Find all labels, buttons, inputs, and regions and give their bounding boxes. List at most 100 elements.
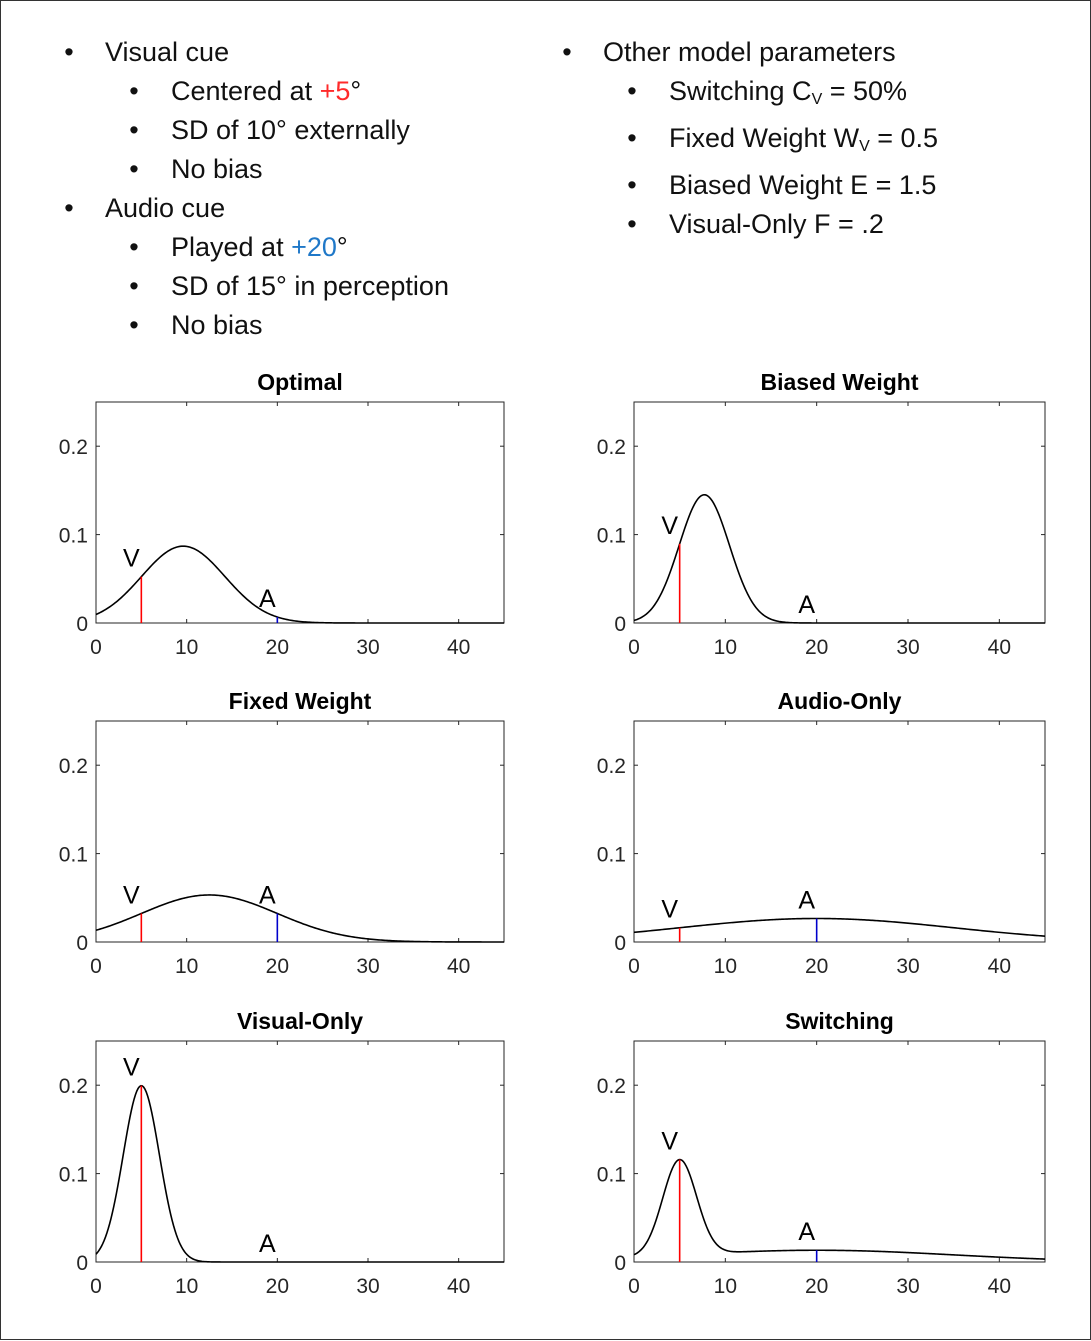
bullet-audio-cue: • Audio cue: [64, 193, 226, 223]
bullet-other-params: • Other model parameters: [562, 37, 896, 67]
y-tick-label: 0: [76, 1252, 88, 1275]
bullet-audio-sd: • SD of 15° in perception: [129, 271, 449, 301]
y-tick-label: 0.2: [597, 436, 626, 459]
density-curve: [95, 894, 504, 943]
chart-panel-2: Fixed Weight 0 10 20 30 40 0 0.1 0.2 V A: [59, 688, 505, 978]
chart-panel-1: Biased Weight 0 10 20 30 40 0 0.1 0.2 V A: [597, 369, 1046, 659]
y-tick-label: 0.2: [597, 1075, 626, 1098]
chart-title: Switching: [785, 1008, 894, 1034]
audio-marker-label: A: [259, 585, 276, 613]
visual-marker-label: V: [661, 896, 678, 924]
audio-marker-label: A: [798, 591, 815, 619]
chart-panel-4: Visual-Only 0 10 20 30 40 0 0.1 0.2 V A: [59, 1008, 505, 1298]
x-tick-label: 30: [356, 636, 379, 659]
chart-title: Optimal: [257, 369, 343, 395]
bullet-visual-cue: • Visual cue: [64, 37, 230, 67]
density-curve: [95, 1084, 504, 1263]
y-tick-label: 0.1: [59, 844, 88, 867]
chart-panel-5: Switching 0 10 20 30 40 0 0.1 0.2 V A: [597, 1008, 1046, 1298]
axes-box: [633, 720, 1046, 943]
x-tick-label: 30: [896, 636, 919, 659]
visual-position-value: +5: [319, 76, 351, 106]
axes-box: [95, 1040, 505, 1263]
bullet-visual-only: • Visual-Only F = .2: [627, 209, 884, 239]
visual-marker-label: V: [661, 1128, 678, 1156]
visual-marker-label: V: [661, 512, 678, 540]
x-tick-label: 0: [90, 1275, 102, 1298]
x-tick-label: 0: [628, 955, 640, 978]
x-tick-label: 20: [805, 955, 828, 978]
chart-panel-3: Audio-Only 0 10 20 30 40 0 0.1 0.2 V A: [597, 688, 1046, 978]
y-tick-label: 0.1: [597, 1164, 626, 1187]
bullet-fixed-weight: • Fixed Weight WV = 0.5: [627, 123, 939, 155]
axes-box: [633, 401, 1046, 624]
cue-description-list: • Visual cue • Centered at +5° • SD of 10° …: [59, 33, 449, 345]
x-tick-label: 40: [447, 636, 470, 659]
audio-marker-label: A: [259, 1230, 276, 1258]
chart-title: Biased Weight: [760, 369, 918, 395]
y-tick-label: 0.2: [59, 1075, 88, 1098]
x-tick-label: 0: [628, 636, 640, 659]
x-tick-label: 30: [356, 955, 379, 978]
x-tick-label: 20: [266, 955, 289, 978]
audio-position-value: +20: [291, 232, 337, 262]
bullet-visual-bias: • No bias: [129, 154, 263, 184]
chart-title: Visual-Only: [237, 1008, 363, 1034]
x-tick-label: 10: [714, 636, 737, 659]
audio-marker-label: A: [798, 886, 815, 914]
chart-panel-0: Optimal 0 10 20 30 40 0 0.1 0.2 V A: [59, 369, 505, 659]
density-curve: [95, 545, 504, 624]
x-tick-label: 0: [628, 1275, 640, 1298]
x-tick-label: 40: [988, 1275, 1011, 1298]
y-tick-label: 0: [76, 613, 88, 636]
density-curve: [633, 493, 1045, 624]
x-tick-label: 10: [175, 636, 198, 659]
y-tick-label: 0.2: [59, 755, 88, 778]
axes-box: [633, 1040, 1046, 1263]
x-tick-label: 20: [266, 636, 289, 659]
y-tick-label: 0.1: [59, 525, 88, 548]
density-curve: [633, 917, 1046, 937]
axes-box: [95, 720, 505, 943]
x-tick-label: 40: [447, 1275, 470, 1298]
x-tick-label: 40: [988, 955, 1011, 978]
model-parameter-list: • Other model parameters • Switching CV = …: [557, 33, 938, 244]
y-tick-label: 0: [614, 932, 626, 955]
y-tick-label: 0: [614, 613, 626, 636]
visual-marker-label: V: [123, 1054, 140, 1082]
x-tick-label: 30: [356, 1275, 379, 1298]
y-tick-label: 0: [76, 932, 88, 955]
chart-title: Audio-Only: [778, 688, 902, 714]
density-curve: [633, 1158, 1046, 1260]
x-tick-label: 0: [90, 636, 102, 659]
audio-marker-label: A: [259, 881, 276, 909]
visual-marker-label: V: [123, 545, 140, 573]
bullet-visual-centered: • Centered at +5°: [129, 76, 362, 106]
y-tick-label: 0.1: [59, 1164, 88, 1187]
x-tick-label: 30: [896, 955, 919, 978]
bullet-biased-weight: • Biased Weight E = 1.5: [627, 170, 937, 200]
audio-marker-label: A: [798, 1218, 815, 1246]
visual-marker-label: V: [123, 881, 140, 909]
x-tick-label: 40: [988, 636, 1011, 659]
x-tick-label: 20: [266, 1275, 289, 1298]
y-tick-label: 0.1: [597, 844, 626, 867]
x-tick-label: 10: [714, 1275, 737, 1298]
x-tick-label: 20: [805, 1275, 828, 1298]
bullet-audio-bias: • No bias: [129, 310, 263, 340]
bullet-visual-sd: • SD of 10° externally: [129, 115, 410, 145]
axes-box: [95, 401, 505, 624]
y-tick-label: 0.2: [597, 755, 626, 778]
x-tick-label: 10: [175, 1275, 198, 1298]
x-tick-label: 40: [447, 955, 470, 978]
y-tick-label: 0.1: [597, 525, 626, 548]
x-tick-label: 0: [90, 955, 102, 978]
chart-title: Fixed Weight: [229, 688, 372, 714]
x-tick-label: 10: [175, 955, 198, 978]
bullet-switching: • Switching CV = 50%: [627, 76, 908, 108]
y-tick-label: 0: [614, 1252, 626, 1275]
x-tick-label: 10: [714, 955, 737, 978]
y-tick-label: 0.2: [59, 436, 88, 459]
